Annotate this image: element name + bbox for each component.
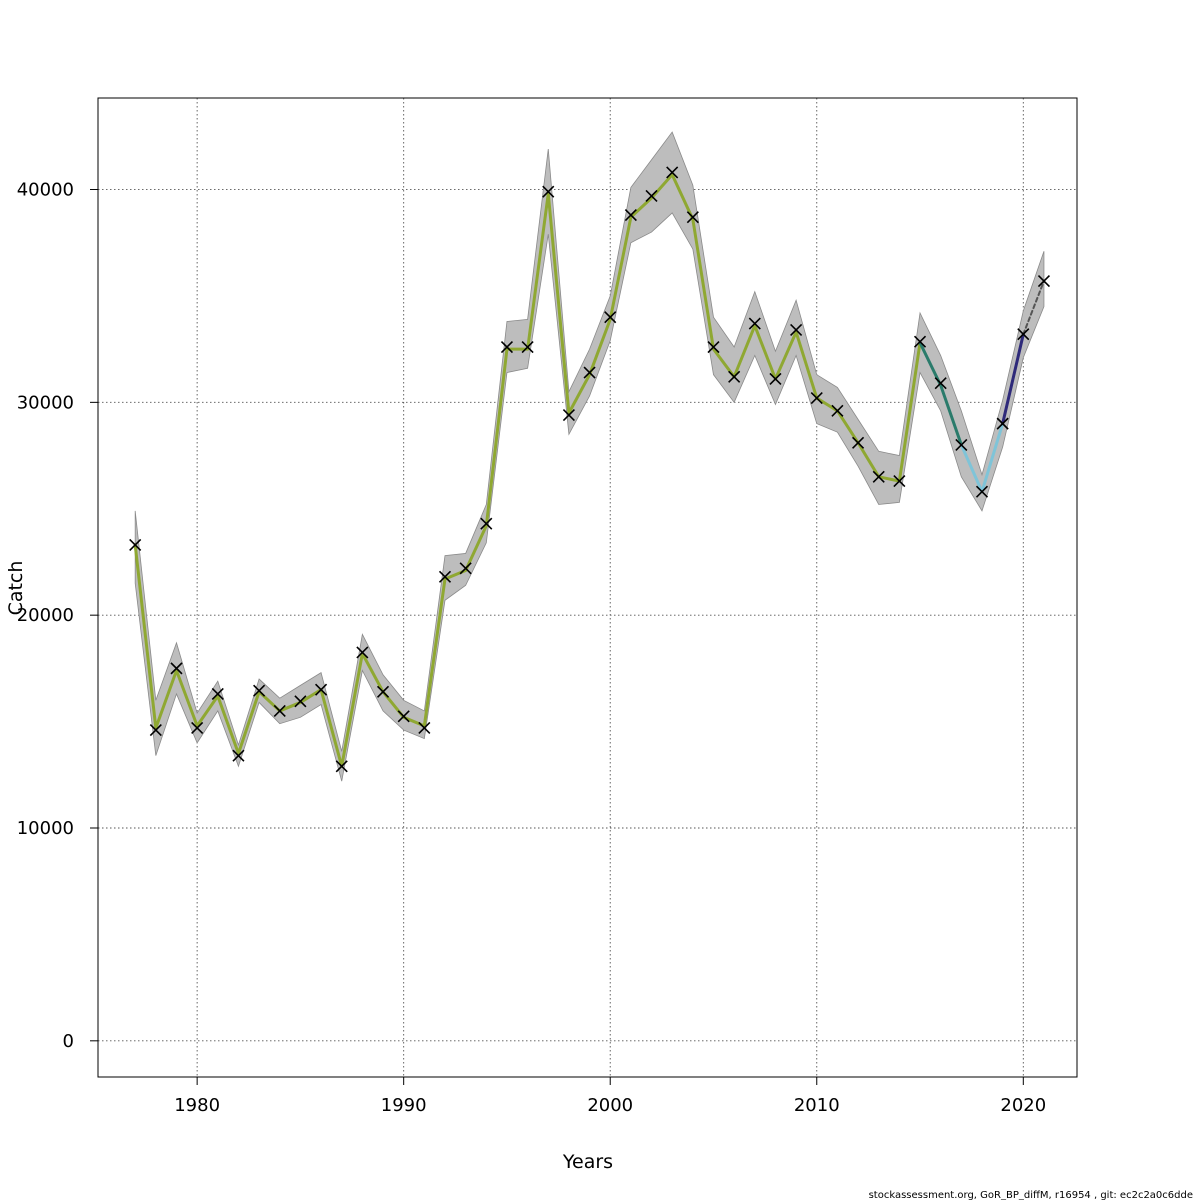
observed-point-1999 bbox=[583, 366, 596, 379]
observed-point-2019 bbox=[996, 417, 1009, 430]
x-axis-title: Years bbox=[562, 1151, 613, 1173]
observed-point-2018 bbox=[975, 485, 989, 498]
observed-point-1983 bbox=[253, 684, 266, 697]
observed-point-1988 bbox=[356, 646, 369, 659]
observed-point-2016 bbox=[934, 377, 947, 390]
x-tick-label-2000: 2000 bbox=[587, 1095, 633, 1116]
observed-point-1984 bbox=[273, 704, 286, 718]
observed-point-1981 bbox=[211, 687, 224, 700]
observed-point-2010 bbox=[810, 392, 823, 405]
observed-point-1978 bbox=[149, 724, 162, 737]
series-line-4 bbox=[1001, 332, 1025, 426]
series-line-2 bbox=[918, 341, 963, 447]
observed-point-1986 bbox=[314, 683, 328, 696]
y-tick-label-30000: 30000 bbox=[17, 392, 74, 413]
series-line-5 bbox=[1022, 280, 1045, 336]
observed-point-2007 bbox=[748, 317, 761, 330]
observed-point-2003 bbox=[666, 166, 679, 179]
observed-point-2013 bbox=[872, 470, 885, 483]
observed-point-2017 bbox=[955, 438, 968, 451]
observed-point-1997 bbox=[542, 185, 555, 198]
observed-point-1996 bbox=[521, 340, 534, 354]
observed-point-2005 bbox=[707, 340, 720, 354]
observed-point-2012 bbox=[852, 436, 865, 449]
x-tick-label-2010: 2010 bbox=[794, 1095, 840, 1116]
observed-point-2002 bbox=[645, 189, 658, 202]
observed-point-1977 bbox=[129, 538, 142, 552]
x-tick-label-2020: 2020 bbox=[1000, 1095, 1046, 1116]
observed-point-1989 bbox=[376, 685, 390, 698]
observed-point-1979 bbox=[170, 662, 183, 675]
observed-point-1980 bbox=[191, 721, 204, 735]
y-axis-title: Catch bbox=[5, 561, 27, 616]
observed-point-2014 bbox=[893, 475, 906, 488]
y-tick-label-20000: 20000 bbox=[17, 605, 74, 626]
x-axis-ticks: 1980 1990 2000 2010 2020 bbox=[174, 1077, 1046, 1116]
observed-point-2008 bbox=[769, 372, 782, 385]
observed-point-1992 bbox=[438, 570, 452, 583]
observed-point-2009 bbox=[790, 323, 803, 337]
y-tick-label-0: 0 bbox=[63, 1031, 74, 1052]
footer-text: stockassessment.org, GoR_BP_diffM, r1695… bbox=[869, 1190, 1193, 1200]
x-tick-label-1980: 1980 bbox=[174, 1095, 220, 1116]
observed-point-2000 bbox=[604, 311, 617, 324]
y-tick-label-40000: 40000 bbox=[17, 180, 74, 201]
plot-frame bbox=[97, 97, 1078, 1078]
grid-lines bbox=[98, 98, 1077, 1077]
observed-point-1991 bbox=[418, 721, 431, 735]
series-line-1 bbox=[133, 173, 922, 768]
observed-markers bbox=[129, 166, 1051, 773]
observed-point-1995 bbox=[500, 340, 514, 354]
observed-point-2006 bbox=[728, 370, 741, 383]
observed-point-1990 bbox=[397, 710, 410, 723]
observed-point-2020 bbox=[1017, 328, 1030, 341]
observed-point-2004 bbox=[686, 211, 699, 224]
observed-point-2001 bbox=[624, 208, 637, 222]
x-tick-label-1990: 1990 bbox=[381, 1095, 427, 1116]
observed-point-2011 bbox=[831, 404, 844, 417]
observed-point-1985 bbox=[294, 695, 307, 708]
observed-point-1993 bbox=[459, 562, 472, 575]
observed-point-1998 bbox=[562, 409, 575, 422]
y-axis-ticks: 0 10000 20000 30000 40000 bbox=[17, 180, 98, 1052]
estimate-lines bbox=[133, 173, 1045, 768]
observed-point-1982 bbox=[232, 749, 245, 762]
y-tick-label-10000: 10000 bbox=[17, 818, 74, 839]
observed-point-1987 bbox=[335, 760, 348, 773]
observed-point-2015 bbox=[913, 335, 927, 348]
observed-point-1994 bbox=[480, 517, 493, 530]
observed-point-2021 bbox=[1037, 274, 1051, 288]
